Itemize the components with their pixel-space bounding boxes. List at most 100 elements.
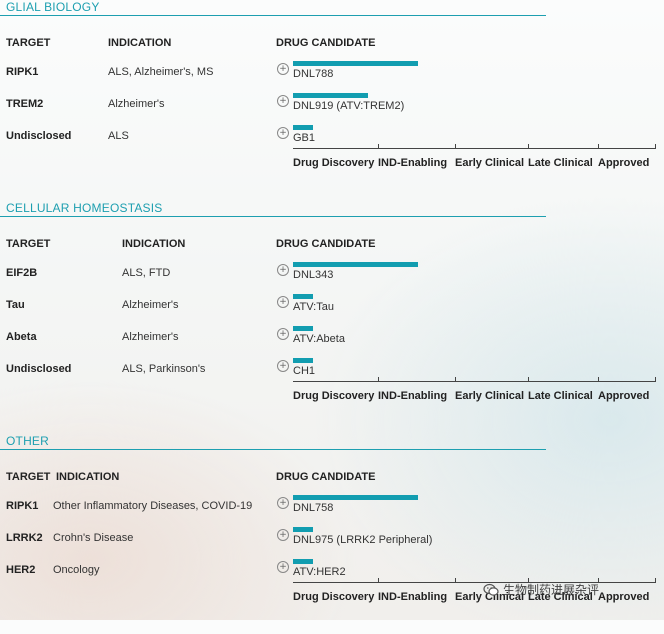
row-target: RIPK1 bbox=[6, 66, 39, 78]
pipeline-section: OTHER TARGET INDICATION DRUG CANDIDATE RIPK1… bbox=[0, 434, 664, 634]
header-target: TARGET bbox=[6, 37, 51, 49]
progress-bar bbox=[293, 495, 418, 500]
drug-candidate-label: DNL788 bbox=[293, 68, 334, 80]
header-drug-candidate: DRUG CANDIDATE bbox=[276, 37, 376, 49]
row-indication: Oncology bbox=[53, 564, 100, 576]
progress-bar bbox=[293, 125, 313, 130]
axis-tick bbox=[598, 377, 599, 382]
axis-tick bbox=[378, 578, 379, 583]
row-target: TREM2 bbox=[6, 98, 44, 110]
expand-plus-icon[interactable]: + bbox=[277, 497, 289, 509]
phase-label: Late Clinical bbox=[528, 157, 593, 169]
phase-label: IND-Enabling bbox=[378, 157, 448, 169]
phase-label: Early Clinical bbox=[455, 157, 525, 169]
axis-tick bbox=[378, 377, 379, 382]
row-target: RIPK1 bbox=[6, 500, 39, 512]
row-target: EIF2B bbox=[6, 267, 38, 279]
drug-candidate-label: DNL758 bbox=[293, 502, 334, 514]
phase-axis bbox=[293, 582, 655, 583]
expand-plus-icon[interactable]: + bbox=[277, 264, 289, 276]
phase-label: IND-Enabling bbox=[378, 591, 448, 603]
axis-tick bbox=[378, 144, 379, 149]
axis-tick bbox=[528, 578, 529, 583]
axis-tick bbox=[655, 144, 656, 149]
row-target: Undisclosed bbox=[6, 363, 72, 375]
drug-candidate-label: DNL919 (ATV:TREM2) bbox=[293, 100, 405, 112]
axis-tick bbox=[655, 578, 656, 583]
axis-tick bbox=[655, 377, 656, 382]
phase-label: Approved bbox=[598, 390, 650, 402]
drug-candidate-label: ATV:Tau bbox=[293, 301, 334, 313]
phase-axis bbox=[293, 381, 655, 382]
axis-tick bbox=[598, 144, 599, 149]
phase-label: Approved bbox=[598, 591, 650, 603]
phase-label: Drug Discovery bbox=[293, 390, 375, 402]
row-target: HER2 bbox=[6, 564, 36, 576]
watermark-text: 生物制药进展杂评 bbox=[503, 583, 600, 597]
expand-plus-icon[interactable]: + bbox=[277, 63, 289, 75]
drug-candidate-label: ATV:Abeta bbox=[293, 333, 345, 345]
expand-plus-icon[interactable]: + bbox=[277, 95, 289, 107]
progress-bar bbox=[293, 527, 313, 532]
progress-bar bbox=[293, 61, 418, 66]
axis-tick bbox=[528, 144, 529, 149]
progress-bar bbox=[293, 93, 368, 98]
expand-plus-icon[interactable]: + bbox=[277, 328, 289, 340]
row-target: Abeta bbox=[6, 331, 37, 343]
drug-candidate-label: DNL343 bbox=[293, 269, 334, 281]
phase-label: Drug Discovery bbox=[293, 591, 375, 603]
row-indication: ALS bbox=[108, 130, 129, 142]
section-divider bbox=[0, 449, 546, 450]
wechat-icon bbox=[483, 583, 499, 596]
phase-label: Early Clinical bbox=[455, 591, 525, 603]
progress-bar bbox=[293, 294, 313, 299]
row-indication: ALS, FTD bbox=[122, 267, 171, 279]
row-indication: Other Inflammatory Diseases, COVID-19 bbox=[53, 500, 253, 512]
row-indication: Alzheimer's bbox=[122, 299, 179, 311]
header-indication: INDICATION bbox=[108, 37, 172, 49]
section-title: GLIAL BIOLOGY bbox=[6, 0, 100, 14]
phase-label: Late Clinical bbox=[528, 591, 593, 603]
row-indication: ALS, Alzheimer's, MS bbox=[108, 66, 214, 78]
phase-label: IND-Enabling bbox=[378, 390, 448, 402]
header-drug-candidate: DRUG CANDIDATE bbox=[276, 471, 376, 483]
section-title: CELLULAR HOMEOSTASIS bbox=[6, 201, 163, 215]
drug-candidate-label: ATV:HER2 bbox=[293, 566, 346, 578]
row-indication: ALS, Parkinson's bbox=[122, 363, 206, 375]
axis-tick bbox=[455, 578, 456, 583]
phase-label: Drug Discovery bbox=[293, 157, 375, 169]
drug-candidate-label: DNL975 (LRRK2 Peripheral) bbox=[293, 534, 433, 546]
pipeline-section: GLIAL BIOLOGY TARGET INDICATION DRUG CANDID… bbox=[0, 0, 664, 200]
expand-plus-icon[interactable]: + bbox=[277, 127, 289, 139]
drug-candidate-label: CH1 bbox=[293, 365, 316, 377]
expand-plus-icon[interactable]: + bbox=[277, 360, 289, 372]
section-title: OTHER bbox=[6, 434, 49, 448]
expand-plus-icon[interactable]: + bbox=[277, 296, 289, 308]
drug-candidate-label: GB1 bbox=[293, 132, 316, 144]
phase-label: Late Clinical bbox=[528, 390, 593, 402]
phase-label: Approved bbox=[598, 157, 650, 169]
axis-tick bbox=[598, 578, 599, 583]
row-indication: Crohn's Disease bbox=[53, 532, 134, 544]
row-indication: Alzheimer's bbox=[108, 98, 165, 110]
phase-label: Early Clinical bbox=[455, 390, 525, 402]
pipeline-section: CELLULAR HOMEOSTASIS TARGET INDICATION DRUG… bbox=[0, 201, 664, 402]
progress-bar bbox=[293, 358, 313, 363]
header-target: TARGET bbox=[6, 238, 51, 250]
header-drug-candidate: DRUG CANDIDATE bbox=[276, 238, 376, 250]
header-target: TARGET bbox=[6, 471, 51, 483]
axis-tick bbox=[455, 144, 456, 149]
progress-bar bbox=[293, 262, 418, 267]
expand-plus-icon[interactable]: + bbox=[277, 529, 289, 541]
progress-bar bbox=[293, 326, 313, 331]
expand-plus-icon[interactable]: + bbox=[277, 561, 289, 573]
row-target: Tau bbox=[6, 299, 25, 311]
section-divider bbox=[0, 216, 546, 217]
phase-axis bbox=[293, 148, 655, 149]
axis-tick bbox=[455, 377, 456, 382]
axis-tick bbox=[528, 377, 529, 382]
row-target: Undisclosed bbox=[6, 130, 72, 142]
header-indication: INDICATION bbox=[56, 471, 120, 483]
header-indication: INDICATION bbox=[122, 238, 186, 250]
row-target: LRRK2 bbox=[6, 532, 43, 544]
